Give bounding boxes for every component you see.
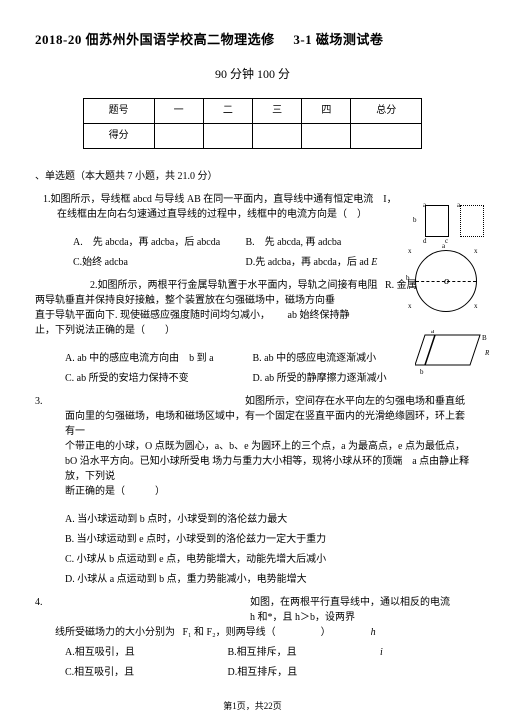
q4-i: i: [380, 645, 383, 660]
label-a4: a: [431, 330, 435, 335]
q2-line3a: 直于导轨平面向下. 现使磁感应强度随时间均匀减小，: [35, 310, 270, 321]
q1-optA: A. 先 abcda，再 adcba，后 abcda: [73, 235, 243, 250]
th-1: 一: [154, 98, 203, 123]
q4-num: 4.: [35, 595, 55, 625]
q1-line2: 在线框由左向右匀速通过直导线的过程中，线框中的电流方向是（ ）: [57, 207, 470, 222]
q2-optA: A. ab 中的感应电流方向由 b 到 a: [65, 351, 250, 366]
q2-fig-E: E: [371, 255, 377, 270]
td-score: 得分: [83, 123, 154, 148]
q3-line4: bO 沿水平方向。已知小球所受电 场力与重力大小相等，现将小球从环的顶端 a 点…: [65, 454, 470, 469]
q3-num: 3.: [35, 394, 55, 409]
table-row: 题号 一 二 三 四 总分: [83, 98, 421, 123]
q4-line2a: 线所受磁场力的大小分别为: [55, 627, 175, 638]
q4-h: h: [371, 627, 376, 638]
q3-line5: 放，下列说: [65, 469, 470, 484]
q3-line6: 断正确的是（ ）: [65, 484, 470, 499]
th-4: 四: [302, 98, 351, 123]
q2-line3b: ab 始终保持静: [288, 310, 350, 321]
label-x4: x: [474, 301, 478, 312]
question-3: 3. 如图所示，空间存在水平向左的匀强电场和垂直纸 面向里的匀强磁场，电场和磁场…: [35, 394, 470, 587]
th-3: 三: [252, 98, 301, 123]
page-title: 2018-20 佃苏州外国语学校高二物理选修 3-1 磁场测试卷: [35, 30, 470, 50]
th-total: 总分: [351, 98, 422, 123]
dash-line-icon: [416, 281, 476, 282]
q1-line1b: I，: [383, 194, 396, 205]
label-B: B: [482, 334, 487, 342]
section-1-label: 、单选题（本大题共 7 小题，共 21.0 分）: [35, 169, 470, 184]
q4-line1a: 如图，在两根平行直导线中，通以相反的电流: [250, 597, 450, 608]
question-1: 1.如图所示，导线框 abcd 与导线 AB 在同一平面内，直导线中通有恒定电流…: [43, 192, 470, 270]
score-table: 题号 一 二 三 四 总分 得分: [83, 98, 422, 149]
subtitle: 90 分钟 100 分: [35, 65, 470, 83]
q3-optA: A. 当小球运动到 b 点时，小球受到的洛伦兹力最大: [65, 512, 470, 527]
q1-line1: 1.如图所示，导线框 abcd 与导线 AB 在同一平面内，直导线中通有恒定电流: [43, 194, 373, 205]
q1-optC: C.始终 adcba: [73, 255, 243, 270]
q4-line1b: h 和*，且 h＞b，设两界: [250, 612, 355, 623]
q4-optB: B.相互排斥，且: [228, 645, 378, 660]
label-O: O: [444, 277, 449, 288]
table-row: 得分: [83, 123, 421, 148]
title-right: 3-1 磁场测试卷: [293, 32, 383, 47]
q3-line3: 个带正电的小球，O 点既为圆心，a、b、e 为圆环上的三个点，a 为最高点，e …: [65, 439, 470, 454]
label-x2: x: [474, 246, 478, 257]
q3-line2: 面向里的匀强磁场，电场和磁场区域中，有一个固定在竖直平面内的光滑绝缘圆环，环上套…: [65, 409, 470, 439]
q1-optB: B. 先 abcda, 再 adcba: [246, 235, 342, 250]
page-footer: 第1页，共22页: [35, 700, 470, 714]
q4-optC: C.相互吸引，且: [65, 665, 225, 680]
label-x3: x: [408, 301, 412, 312]
q2-optC: C. ab 所受的安培力保持不变: [65, 371, 250, 386]
q1-optD: D.先 adcba，再 abcda，后 ad: [246, 255, 369, 270]
q4-optD: D.相互排斥，且: [228, 665, 298, 680]
q3-optD: D. 小球从 a 点运动到 b 点，重力势能减小，电势能增大: [65, 572, 470, 587]
question-4: 4. 如图，在两根平行直导线中，通以相反的电流 h 和*，且 h＞b，设两界 线…: [35, 595, 470, 680]
q4-line2b: F₁ 和 F₂，则两导线（: [183, 627, 276, 638]
th-num: 题号: [83, 98, 154, 123]
th-2: 二: [203, 98, 252, 123]
title-left: 2018-20 佃苏州外国语学校高二物理选修: [35, 32, 275, 47]
label-R: R: [484, 349, 490, 357]
q2-optB: B. ab 中的感应电流逐渐减小: [253, 351, 377, 366]
q2-line1: 2.如图所示，两根平行金属导轨置于水平面内，导轨之间接有电阻: [90, 280, 378, 291]
q4-line2c: ）: [321, 627, 331, 638]
label-b3: b: [420, 368, 424, 376]
q4-optA: A.相互吸引，且: [65, 645, 225, 660]
q3-optB: B. 当小球运动到 e 点时，小球受到的洛伦兹力一定大于重力: [65, 532, 470, 547]
q3-optC: C. 小球从 b 点运动到 e 点，电势能增大，动能先增大后减小: [65, 552, 470, 567]
label-b2: b: [406, 273, 410, 284]
parallelogram-icon: B R a b: [415, 330, 495, 380]
q2-optD: D. ab 所受的静摩擦力逐渐减小: [253, 371, 387, 386]
